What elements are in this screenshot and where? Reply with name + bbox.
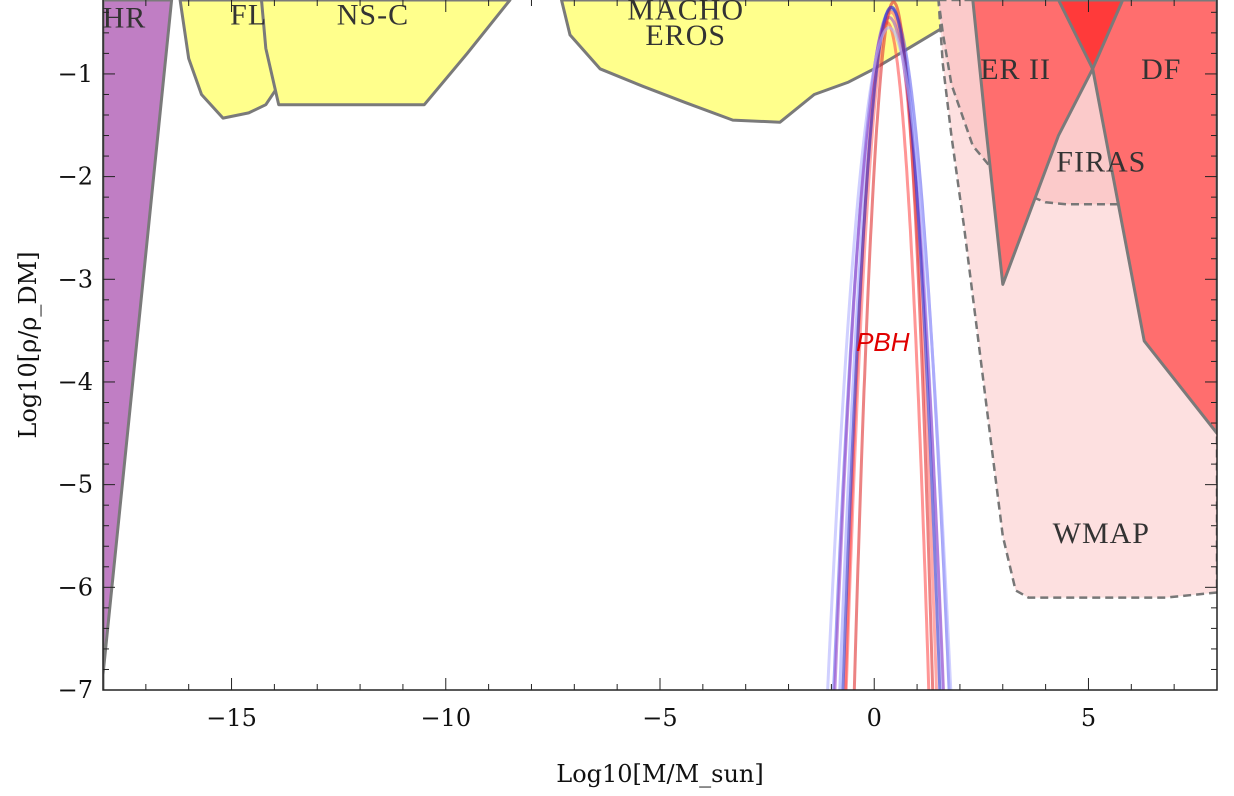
y-tick-label: −5 xyxy=(58,471,93,499)
pbh-curve-7 xyxy=(841,5,942,690)
region-hr xyxy=(103,0,174,690)
x-tick-label: −10 xyxy=(420,704,471,732)
y-tick-label: −7 xyxy=(58,676,93,704)
region-label-fl: FL xyxy=(230,0,267,32)
region-label-eros: EROS xyxy=(645,19,726,52)
region-macho-eros xyxy=(560,0,983,124)
y-tick-label: −4 xyxy=(58,368,93,396)
pbh-curve-6 xyxy=(852,0,935,690)
pbh-curve-8 xyxy=(826,26,953,690)
region-label-df: DF xyxy=(1141,53,1181,86)
region-label-hr: HR xyxy=(103,2,147,35)
y-tick-label: −2 xyxy=(58,163,93,191)
constraint-regions xyxy=(103,0,1217,690)
region-label-er-ii: ER II xyxy=(980,53,1051,86)
region-ns-c xyxy=(260,0,512,107)
region-label-wmap: WMAP xyxy=(1053,517,1150,550)
y-axis-title: Log10[ρ/ρ_DM] xyxy=(14,251,42,438)
region-df-overlap xyxy=(1057,0,1125,71)
x-tick-label: −5 xyxy=(642,704,677,732)
x-tick-label: 0 xyxy=(867,704,882,732)
pbh-curves xyxy=(826,0,953,690)
y-tick-label: −6 xyxy=(58,573,93,601)
pbh-series-label: PBH xyxy=(856,327,910,357)
axis-ticks: −15 −10 −5 0 5 −7 −6 −5 −4 −3 −2 −1 xyxy=(58,0,1218,732)
pbh-curve-3 xyxy=(844,10,938,690)
y-tick-label: −3 xyxy=(58,265,93,293)
region-label-ns-c: NS-C xyxy=(337,0,409,32)
x-tick-label: 5 xyxy=(1081,704,1096,732)
region-label-firas: FIRAS xyxy=(1056,145,1146,178)
region-label-macho: MACHO xyxy=(627,0,744,27)
x-tick-label: −15 xyxy=(206,704,257,732)
x-axis-title: Log10[M/M_sun] xyxy=(556,760,763,788)
y-tick-label: −1 xyxy=(58,60,93,88)
pbh-curve-4 xyxy=(833,15,945,690)
region-er-ii xyxy=(971,0,1095,286)
